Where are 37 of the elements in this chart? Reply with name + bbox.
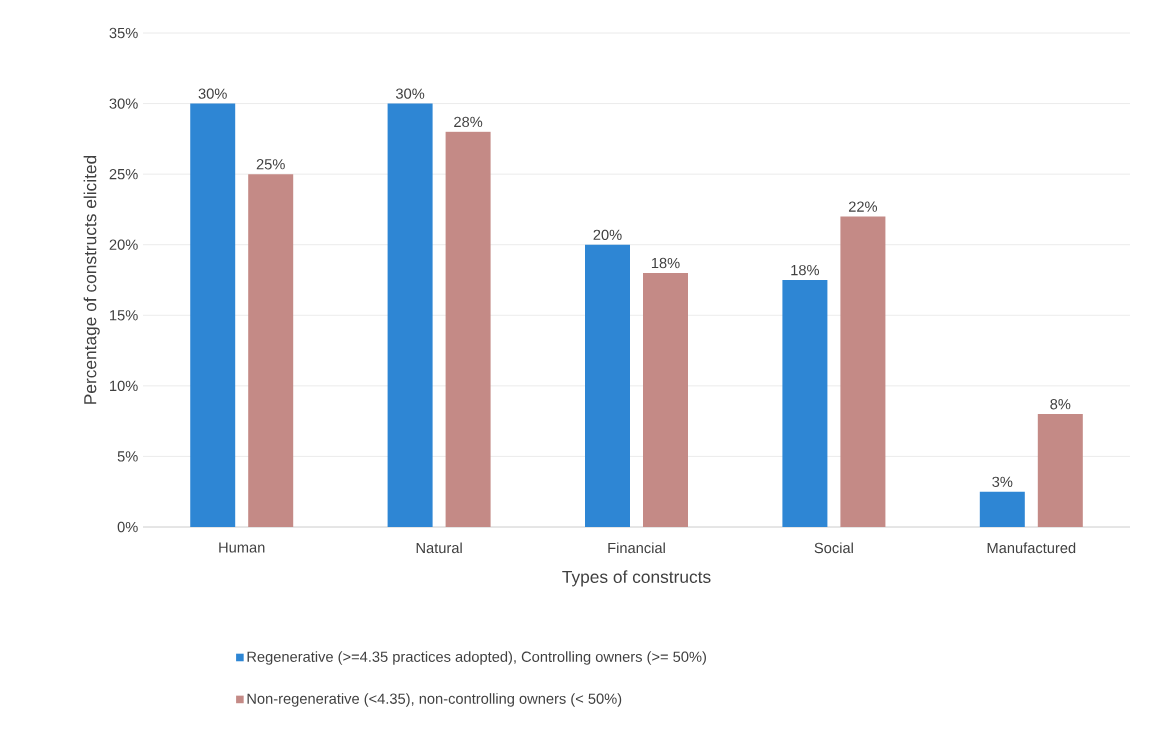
y-axis-title: Percentage of constructs elicited — [83, 155, 100, 404]
bar — [387, 103, 433, 527]
bar — [1037, 414, 1083, 527]
bar — [445, 131, 491, 527]
x-tick-label: Social — [814, 542, 853, 554]
y-tick-label: 35% — [109, 27, 138, 39]
data-label: 30% — [395, 88, 425, 99]
x-tick-label: Manufactured — [987, 542, 1076, 554]
data-label: 18% — [651, 257, 680, 269]
y-tick-label: 10% — [110, 380, 138, 392]
x-tick-label: Financial — [608, 542, 665, 554]
y-tick-label: 25% — [109, 168, 138, 180]
bar — [585, 244, 630, 527]
bar — [190, 103, 236, 527]
y-tick-label: 20% — [109, 239, 138, 250]
y-tick-label: 15% — [110, 310, 138, 321]
bar — [248, 174, 294, 527]
bar — [840, 216, 886, 527]
data-label: 20% — [593, 229, 622, 241]
y-tick-label: 0% — [117, 521, 138, 533]
data-label: 8% — [1050, 399, 1071, 410]
y-tick-label: 30% — [109, 98, 138, 109]
x-axis-title: Types of constructs — [562, 570, 711, 587]
x-tick-label: Human — [219, 542, 265, 553]
legend-label: Non-regenerative (<4.35), non-controlling owners (< 50%) — [247, 693, 622, 707]
data-label: 22% — [848, 201, 878, 212]
x-tick-label: Natural — [416, 542, 462, 554]
data-label: 28% — [454, 116, 483, 128]
bar — [643, 272, 688, 527]
data-label: 3% — [992, 476, 1013, 488]
bar — [979, 491, 1025, 527]
bar — [782, 280, 828, 527]
data-label: 25% — [256, 159, 285, 170]
legend-label: Regenerative (>=4.35 practices adopted), Controlling owners (>= 50%) — [247, 651, 706, 665]
data-label: 30% — [198, 88, 227, 99]
y-tick-label: 5% — [117, 451, 138, 462]
data-label: 18% — [791, 264, 820, 276]
